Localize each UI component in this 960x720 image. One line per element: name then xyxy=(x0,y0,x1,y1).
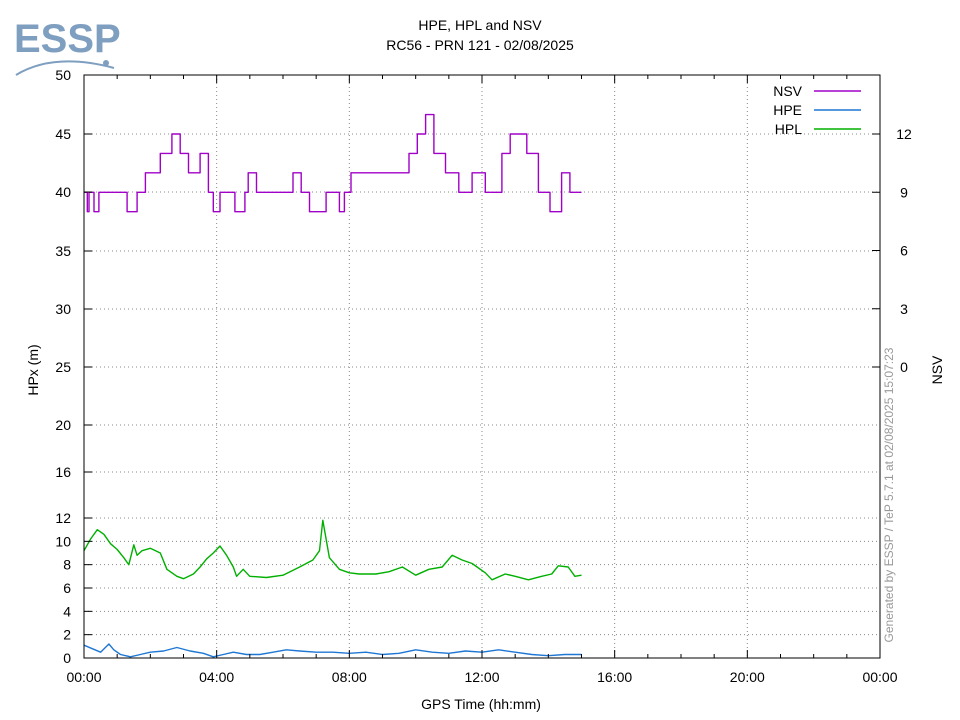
tick-layer: 0 2 4 6 8 10 12 16 20 25 30 35 40 45 50 0 3 6 9 12 00:00 04:0… xyxy=(55,67,912,685)
y-tick-label: 16 xyxy=(55,464,71,480)
y-tick-label: 20 xyxy=(55,417,71,433)
y-tick-label: 2 xyxy=(63,627,71,643)
y-tick-label: 0 xyxy=(63,650,71,666)
essp-logo: ESSP xyxy=(14,8,134,85)
x-tick-label: 04:00 xyxy=(199,669,234,685)
y2-tick-label: 6 xyxy=(900,243,908,259)
legend: NSV HPE HPL xyxy=(773,83,861,137)
y2-tick-label: 0 xyxy=(900,359,908,375)
series-line-nsv xyxy=(84,113,582,213)
x-tick-label: 20:00 xyxy=(730,669,765,685)
y2-tick-label: 9 xyxy=(900,184,908,200)
y-tick-label: 30 xyxy=(55,301,71,317)
y-tick-label: 35 xyxy=(55,243,71,259)
y2-tick-label: 3 xyxy=(900,301,908,317)
series-line-hpl xyxy=(83,519,582,581)
y-tick-label: 12 xyxy=(55,510,71,526)
x-tick-label: 16:00 xyxy=(597,669,632,685)
y-tick-label: 25 xyxy=(55,359,71,375)
series-layer xyxy=(83,113,582,658)
logo-text: ESSP xyxy=(14,17,121,61)
y-axis-label: HPx (m) xyxy=(25,344,41,395)
legend-label-hpe: HPE xyxy=(773,102,802,118)
y-tick-label: 6 xyxy=(63,580,71,596)
y-tick-label: 40 xyxy=(55,184,71,200)
x-tick-label: 00:00 xyxy=(862,669,897,685)
legend-label-hpl: HPL xyxy=(775,121,802,137)
y-tick-label: 50 xyxy=(55,67,71,83)
x-tick-label: 00:00 xyxy=(66,669,101,685)
logo-arc xyxy=(15,60,115,76)
essp-logo-graphic: ESSP xyxy=(14,17,121,76)
series-line-hpe xyxy=(83,643,582,658)
x-axis-label: GPS Time (hh:mm) xyxy=(421,696,541,712)
chart-title: HPE, HPL and NSV xyxy=(418,17,542,33)
x-tick-label: 08:00 xyxy=(332,669,367,685)
y2-tick-label: 12 xyxy=(896,126,912,142)
y-tick-label: 10 xyxy=(55,533,71,549)
logo-dot xyxy=(103,60,109,66)
y-tick-label: 45 xyxy=(55,126,71,142)
y-tick-label: 8 xyxy=(63,557,71,573)
generated-watermark: Generated by ESSP / TeP 5.7.1 at 02/08/2… xyxy=(882,347,896,642)
y2-axis-label: NSV xyxy=(929,355,945,384)
legend-label-nsv: NSV xyxy=(773,83,802,99)
x-tick-label: 12:00 xyxy=(464,669,499,685)
chart-subtitle: RC56 - PRN 121 - 02/08/2025 xyxy=(386,37,574,53)
grid-lines xyxy=(84,75,880,658)
y-tick-label: 4 xyxy=(63,603,71,619)
